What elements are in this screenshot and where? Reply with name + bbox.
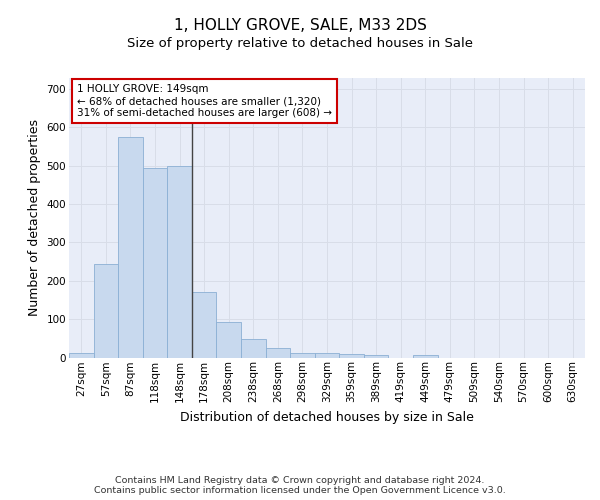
Bar: [364, 355, 388, 358]
Y-axis label: Number of detached properties: Number of detached properties: [28, 119, 41, 316]
Text: 1, HOLLY GROVE, SALE, M33 2DS: 1, HOLLY GROVE, SALE, M33 2DS: [173, 18, 427, 32]
Bar: [192, 292, 217, 358]
Bar: [118, 137, 143, 358]
Text: 1 HOLLY GROVE: 149sqm
← 68% of detached houses are smaller (1,320)
31% of semi-d: 1 HOLLY GROVE: 149sqm ← 68% of detached …: [77, 84, 332, 117]
Bar: [69, 353, 94, 358]
Bar: [339, 354, 364, 358]
Text: Size of property relative to detached houses in Sale: Size of property relative to detached ho…: [127, 38, 473, 51]
Text: Contains HM Land Registry data © Crown copyright and database right 2024.
Contai: Contains HM Land Registry data © Crown c…: [94, 476, 506, 495]
Bar: [413, 355, 437, 358]
Bar: [266, 348, 290, 358]
Bar: [143, 168, 167, 358]
Bar: [315, 353, 339, 358]
Bar: [290, 353, 315, 358]
Bar: [241, 338, 266, 357]
Bar: [167, 166, 192, 358]
X-axis label: Distribution of detached houses by size in Sale: Distribution of detached houses by size …: [180, 410, 474, 424]
Bar: [217, 322, 241, 358]
Bar: [94, 264, 118, 358]
